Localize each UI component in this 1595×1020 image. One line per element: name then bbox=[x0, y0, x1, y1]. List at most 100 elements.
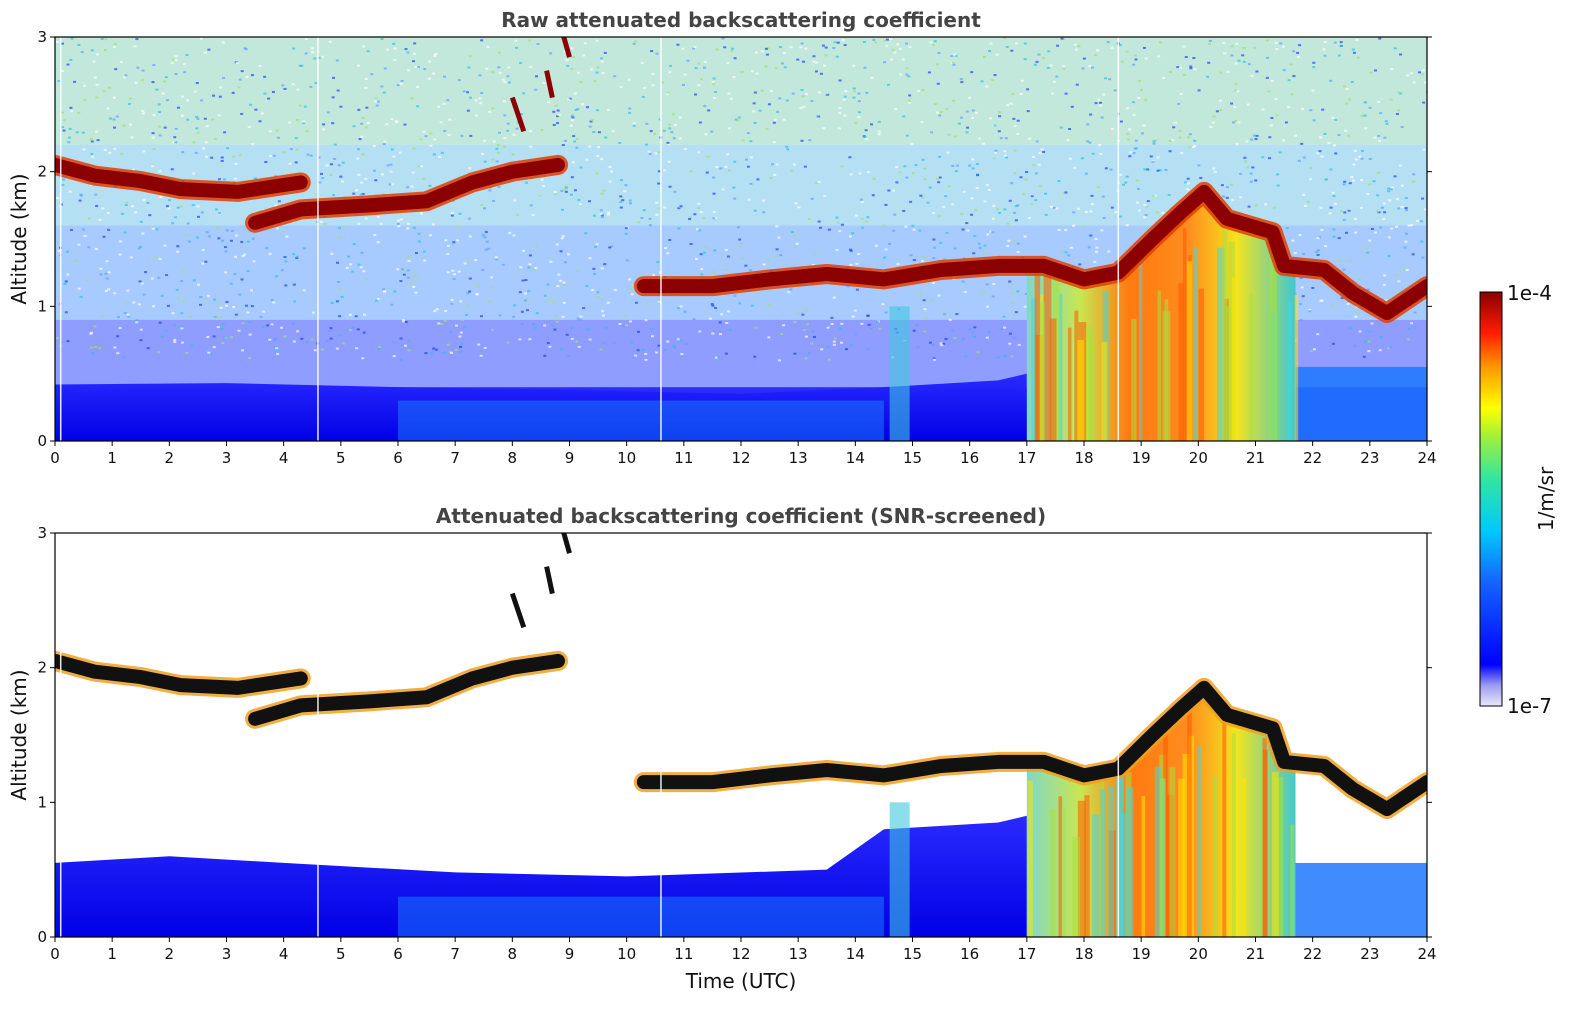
noise-speckle bbox=[210, 118, 214, 121]
x-tick-label: 19 bbox=[1132, 449, 1151, 467]
noise-speckle bbox=[317, 156, 321, 159]
noise-speckle bbox=[854, 122, 858, 125]
noise-speckle bbox=[513, 199, 517, 202]
noise-speckle bbox=[1102, 216, 1106, 219]
noise-speckle bbox=[342, 226, 346, 229]
noise-speckle bbox=[143, 271, 147, 274]
noise-speckle bbox=[724, 248, 728, 251]
noise-speckle bbox=[774, 254, 778, 257]
noise-speckle bbox=[262, 310, 266, 313]
noise-speckle bbox=[1089, 234, 1093, 237]
noise-speckle bbox=[89, 346, 93, 349]
noise-speckle bbox=[866, 314, 870, 317]
noise-speckle bbox=[295, 148, 299, 151]
noise-speckle bbox=[1309, 178, 1313, 181]
noise-speckle bbox=[338, 315, 342, 318]
boundary-layer-aerosol bbox=[55, 815, 1027, 937]
noise-speckle bbox=[186, 118, 190, 121]
noise-speckle bbox=[457, 79, 461, 82]
noise-speckle bbox=[492, 140, 496, 143]
noise-speckle bbox=[458, 212, 462, 215]
noise-speckle bbox=[1156, 156, 1160, 159]
noise-speckle bbox=[231, 155, 235, 158]
noise-speckle bbox=[1327, 141, 1331, 144]
noise-speckle bbox=[993, 124, 997, 127]
noise-speckle bbox=[406, 276, 410, 279]
noise-speckle bbox=[139, 328, 143, 331]
noise-speckle bbox=[103, 49, 107, 52]
noise-speckle bbox=[215, 316, 219, 319]
noise-speckle bbox=[264, 160, 268, 163]
noise-speckle bbox=[810, 342, 814, 345]
noise-speckle bbox=[1332, 144, 1336, 147]
noise-speckle bbox=[495, 147, 499, 150]
noise-speckle bbox=[1378, 37, 1382, 40]
noise-speckle bbox=[338, 226, 342, 229]
noise-speckle bbox=[752, 102, 756, 105]
noise-speckle bbox=[838, 230, 842, 233]
noise-speckle bbox=[985, 283, 989, 286]
noise-speckle bbox=[66, 340, 70, 343]
noise-speckle bbox=[1064, 92, 1068, 95]
noise-speckle bbox=[987, 189, 991, 192]
noise-speckle bbox=[134, 81, 138, 84]
noise-speckle bbox=[1222, 195, 1226, 198]
noise-speckle bbox=[1110, 46, 1114, 49]
noise-speckle bbox=[388, 183, 392, 186]
noise-speckle bbox=[799, 106, 803, 109]
noise-speckle bbox=[619, 86, 623, 89]
noise-speckle bbox=[960, 213, 964, 216]
noise-speckle bbox=[224, 336, 228, 339]
noise-speckle bbox=[224, 250, 228, 253]
noise-speckle bbox=[201, 248, 205, 251]
noise-speckle bbox=[1275, 114, 1279, 117]
plot-marks bbox=[55, 533, 1427, 937]
noise-speckle bbox=[1298, 302, 1302, 305]
noise-speckle bbox=[157, 103, 161, 106]
noise-speckle bbox=[183, 71, 187, 74]
noise-speckle bbox=[314, 82, 318, 85]
noise-speckle bbox=[373, 169, 377, 172]
noise-speckle bbox=[677, 205, 681, 208]
noise-speckle bbox=[526, 298, 530, 301]
noise-speckle bbox=[223, 246, 227, 249]
noise-speckle bbox=[1098, 143, 1102, 146]
noise-speckle bbox=[852, 64, 856, 67]
noise-speckle bbox=[1055, 75, 1059, 78]
noise-speckle bbox=[1407, 327, 1411, 330]
noise-speckle bbox=[938, 114, 942, 117]
noise-speckle bbox=[986, 233, 990, 236]
noise-speckle bbox=[657, 301, 661, 304]
noise-speckle bbox=[1264, 203, 1268, 206]
noise-speckle bbox=[402, 320, 406, 323]
noise-speckle bbox=[362, 45, 366, 48]
noise-speckle bbox=[789, 288, 793, 291]
noise-speckle bbox=[489, 286, 493, 289]
noise-speckle bbox=[250, 305, 254, 308]
noise-speckle bbox=[589, 120, 593, 123]
noise-speckle bbox=[921, 88, 925, 91]
noise-speckle bbox=[787, 291, 791, 294]
noise-speckle bbox=[1131, 101, 1135, 104]
noise-speckle bbox=[200, 99, 204, 102]
noise-speckle bbox=[444, 239, 448, 242]
noise-speckle bbox=[361, 357, 365, 360]
x-tick-label: 11 bbox=[674, 449, 693, 467]
x-tick-label: 23 bbox=[1360, 449, 1379, 467]
noise-speckle bbox=[950, 55, 954, 58]
noise-speckle bbox=[468, 167, 472, 170]
noise-speckle bbox=[1379, 112, 1383, 115]
noise-speckle bbox=[1363, 254, 1367, 257]
noise-speckle bbox=[1138, 209, 1142, 212]
noise-speckle bbox=[1373, 136, 1377, 139]
noise-speckle bbox=[1050, 92, 1054, 95]
noise-speckle bbox=[686, 59, 690, 62]
noise-speckle bbox=[1363, 101, 1367, 104]
noise-speckle bbox=[1286, 106, 1290, 109]
noise-speckle bbox=[272, 154, 276, 157]
noise-speckle bbox=[116, 316, 120, 319]
plume-streak bbox=[1154, 766, 1162, 937]
noise-speckle bbox=[1300, 107, 1304, 110]
plume-streak bbox=[1085, 334, 1094, 441]
noise-speckle bbox=[849, 263, 853, 266]
